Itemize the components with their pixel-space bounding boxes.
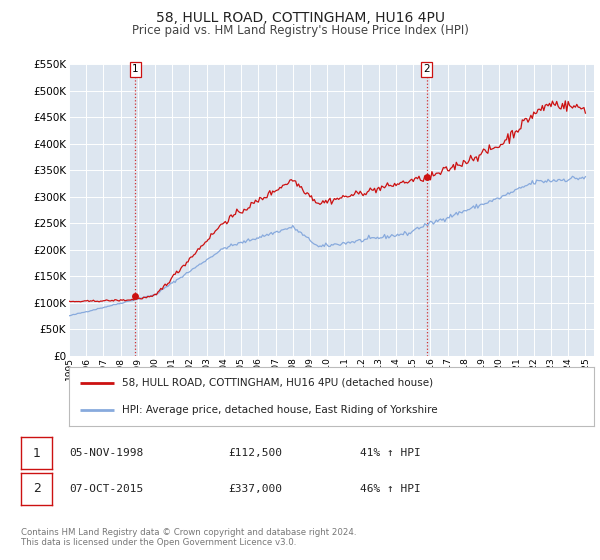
Text: 46% ↑ HPI: 46% ↑ HPI <box>360 484 421 494</box>
Text: £112,500: £112,500 <box>228 448 282 458</box>
Text: HPI: Average price, detached house, East Riding of Yorkshire: HPI: Average price, detached house, East… <box>121 405 437 415</box>
Text: 2: 2 <box>32 482 41 496</box>
Text: 05-NOV-1998: 05-NOV-1998 <box>69 448 143 458</box>
Text: 07-OCT-2015: 07-OCT-2015 <box>69 484 143 494</box>
Text: 1: 1 <box>32 446 41 460</box>
Text: 2: 2 <box>423 64 430 74</box>
Text: 41% ↑ HPI: 41% ↑ HPI <box>360 448 421 458</box>
Text: £337,000: £337,000 <box>228 484 282 494</box>
Text: Price paid vs. HM Land Registry's House Price Index (HPI): Price paid vs. HM Land Registry's House … <box>131 24 469 36</box>
Text: 1: 1 <box>132 64 139 74</box>
Text: 58, HULL ROAD, COTTINGHAM, HU16 4PU (detached house): 58, HULL ROAD, COTTINGHAM, HU16 4PU (det… <box>121 377 433 388</box>
Text: 58, HULL ROAD, COTTINGHAM, HU16 4PU: 58, HULL ROAD, COTTINGHAM, HU16 4PU <box>155 11 445 25</box>
Text: Contains HM Land Registry data © Crown copyright and database right 2024.
This d: Contains HM Land Registry data © Crown c… <box>21 528 356 547</box>
